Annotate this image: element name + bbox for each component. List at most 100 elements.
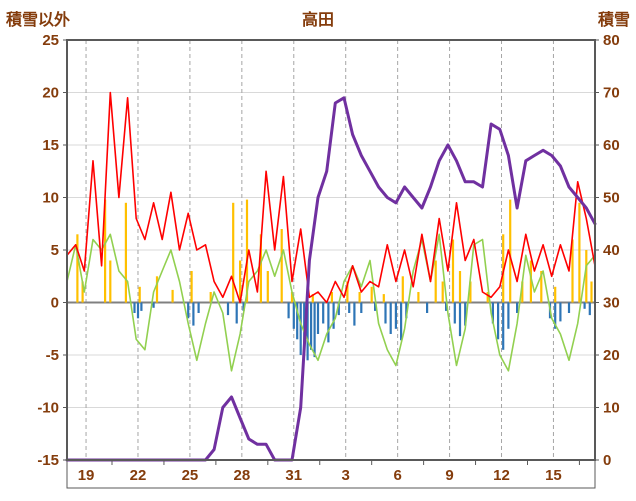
orange-bars	[401, 276, 404, 303]
x-tick-label: 9	[445, 467, 453, 484]
orange-bars	[358, 292, 361, 303]
blue-bars	[497, 302, 500, 340]
blue-bars	[445, 302, 448, 311]
left-axis-tick-label: -10	[37, 400, 59, 417]
blue-bars	[322, 302, 325, 324]
orange-bars	[417, 292, 420, 303]
blue-bars	[502, 302, 505, 350]
orange-bars	[76, 234, 79, 303]
blue-bars	[136, 302, 140, 319]
orange-bars	[171, 289, 174, 303]
right-axis-tick-label: 70	[603, 85, 620, 102]
left-axis-tick-label: 25	[42, 32, 59, 49]
orange-bars	[585, 250, 588, 303]
x-tick-label: 25	[182, 467, 199, 484]
orange-bars	[509, 199, 512, 303]
green-line	[66, 233, 596, 372]
blue-bars	[554, 302, 557, 329]
orange-bars	[502, 234, 505, 303]
orange-bars	[370, 286, 373, 303]
orange-bars	[451, 239, 455, 303]
blue-bars	[374, 302, 377, 311]
left-axis-tick-label: 20	[42, 85, 59, 102]
blue-bars	[516, 302, 519, 313]
blue-bars	[226, 302, 230, 316]
x-tick-label: 15	[545, 467, 562, 484]
blue-bars	[235, 302, 238, 324]
blue-bars	[426, 302, 429, 313]
blue-bars	[197, 302, 200, 313]
orange-bars	[245, 199, 249, 303]
orange-bars	[346, 281, 349, 303]
left-axis-tick-label: 10	[42, 190, 59, 207]
blue-bars	[384, 302, 387, 324]
orange-bars	[469, 281, 472, 303]
blue-bars	[405, 302, 408, 319]
right-axis-tick-label: 20	[603, 347, 620, 364]
blue-bars	[316, 302, 320, 334]
blue-bars	[389, 302, 392, 334]
blue-bars	[133, 302, 136, 313]
orange-bars	[554, 286, 557, 303]
orange-bars	[571, 239, 574, 303]
x-tick-label: 31	[285, 467, 302, 484]
blue-bars	[306, 302, 309, 361]
orange-bars	[280, 229, 283, 303]
orange-bars	[540, 271, 543, 303]
right-axis-tick-label: 10	[603, 400, 620, 417]
blue-bars	[296, 302, 299, 340]
left-axis-tick-label: -5	[46, 347, 59, 364]
blue-bars	[152, 302, 155, 308]
blue-bars	[464, 302, 467, 326]
orange-bars	[138, 286, 141, 303]
orange-bars	[232, 202, 235, 303]
orange-bars	[458, 271, 462, 303]
orange-bars	[330, 292, 333, 303]
x-tick-label: 12	[493, 467, 510, 484]
orange-bars	[382, 294, 385, 303]
blue-bars	[507, 302, 510, 329]
blue-bars	[458, 302, 462, 337]
orange-bars	[311, 294, 314, 303]
orange-bars	[239, 260, 242, 303]
orange-bars	[81, 281, 84, 303]
blue-bars	[187, 302, 190, 319]
blue-bars	[360, 302, 363, 313]
blue-bars	[292, 302, 295, 329]
chart-title: 高田	[301, 12, 335, 29]
blue-bars	[588, 302, 591, 316]
x-tick-label: 28	[234, 467, 251, 484]
right-axis-tick-label: 60	[603, 137, 620, 154]
right-axis-tick-label: 80	[603, 32, 620, 49]
orange-bars	[521, 281, 524, 303]
orange-bars	[266, 271, 269, 303]
orange-bars	[434, 260, 437, 303]
left-axis-tick-label: 0	[51, 295, 59, 312]
orange-bars	[124, 202, 127, 303]
orange-bars	[529, 260, 532, 303]
x-tick-label: 22	[130, 467, 147, 484]
orange-bars	[578, 202, 581, 303]
blue-bars	[559, 302, 562, 322]
left-axis-tick-label: 5	[51, 242, 59, 259]
blue-bars	[567, 302, 571, 313]
blue-bars	[242, 302, 245, 311]
blue-bars	[299, 302, 302, 355]
right-axis-tick-label: 40	[603, 242, 620, 259]
orange-bars	[486, 292, 489, 303]
red-line	[66, 91, 596, 304]
left-axis-title: 積雪以外	[6, 12, 71, 29]
blue-bars	[353, 302, 356, 326]
orange-bars	[190, 271, 193, 303]
x-tick-label: 6	[393, 467, 401, 484]
orange-bars	[209, 292, 212, 303]
blue-bars	[337, 302, 340, 316]
orange-bars	[155, 276, 159, 303]
right-axis-tick-label: 0	[603, 452, 611, 469]
right-axis-tick-label: 30	[603, 295, 620, 312]
blue-bars	[332, 302, 335, 329]
blue-bars	[348, 302, 351, 313]
blue-bars	[140, 302, 143, 311]
right-axis-title: 積雪	[597, 12, 630, 29]
